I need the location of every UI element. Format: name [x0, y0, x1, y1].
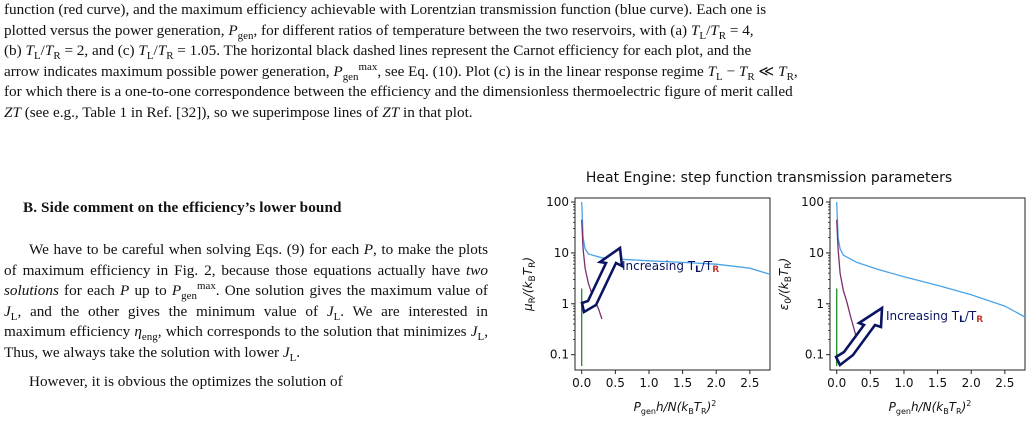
right-x-ticks: 0.0 0.5 1.0 1.5 2.0 2.5: [827, 370, 1014, 390]
right-x-tick-label: 2.0: [962, 376, 981, 390]
left-x-tick-label: 0.5: [606, 376, 625, 390]
left-x-tick-label: 2.5: [740, 376, 759, 390]
left-x-tick-label: 1.0: [639, 376, 658, 390]
figure-title: Heat Engine: step function transmission …: [586, 170, 952, 186]
right-series-line-0: [836, 201, 1026, 318]
figure-heat-engine: Heat Engine: step function transmission …: [510, 160, 1029, 445]
right-x-tick-label: 0.0: [827, 376, 846, 390]
caption-line-2: plotted versus the power generation, Pge…: [4, 21, 754, 42]
left-x-axis-label: Pgenh/N(kBTR)2: [634, 399, 717, 416]
left-y-ticks: 0.1 1 10 100: [546, 195, 575, 362]
section-heading: B. Side comment on the efficiency’s lowe…: [23, 199, 342, 216]
right-increasing-arrow: [834, 305, 884, 367]
right-y-tick-label: 10: [809, 246, 824, 260]
right-panel: 0.1 1 10 100 0.0 0.5 1.0 1.5 2.0 2.5 ε0/(kBTR) P…: [777, 195, 1026, 416]
left-x-tick-label: 2.0: [707, 376, 726, 390]
caption-line-3: (b) TL/TR = 2, and (c) TL/TR = 1.05. The…: [4, 42, 752, 63]
right-x-tick-label: 2.5: [995, 376, 1014, 390]
left-y-tick-label: 10: [554, 246, 569, 260]
caption-line-5: for which there is a one-to-one correspo…: [4, 83, 793, 101]
left-y-tick-label: 1: [561, 297, 569, 311]
left-x-tick-label: 1.5: [673, 376, 692, 390]
right-y-tick-label: 0.1: [805, 348, 824, 362]
right-arrow-annotation: Increasing TL/TR: [886, 309, 983, 325]
right-y-axis-label: ε0/(kBTR): [777, 258, 794, 310]
body-paragraph-2: However, it is obvious the optimizes the…: [29, 372, 343, 390]
left-y-tick-label: 0.1: [550, 348, 569, 362]
right-x-tick-label: 0.5: [861, 376, 880, 390]
body-paragraph-1: We have to be careful when solving Eqs. …: [4, 241, 488, 364]
caption-line-1: function (red curve), and the maximum ef…: [4, 1, 767, 18]
left-series: [581, 201, 771, 366]
right-x-tick-label: 1.0: [894, 376, 913, 390]
left-panel: 0.1 1 10 100 0.0 0.5 1.0 1.5 2.0 2.5 μR/(kBTR) P…: [521, 195, 771, 416]
right-y-tick-label: 100: [801, 195, 824, 209]
left-x-tick-label: 0.0: [572, 376, 591, 390]
figure-caption: function (red curve), and the maximum ef…: [4, 0, 1024, 124]
right-x-tick-label: 1.5: [928, 376, 947, 390]
left-increasing-arrow: [580, 245, 624, 315]
right-plot-frame: [829, 197, 1026, 371]
right-series: [836, 201, 1026, 366]
left-y-axis-label: μR/(kBTR): [521, 257, 538, 312]
left-y-tick-label: 100: [546, 195, 569, 209]
caption-line-6: ZT (see e.g., Table 1 in Ref. [32]), so …: [4, 103, 473, 121]
right-y-tick-label: 1: [816, 297, 824, 311]
body-text: We have to be careful when solving Eqs. …: [4, 240, 488, 392]
right-x-axis-label: Pgenh/N(kBTR)2: [889, 399, 972, 416]
figure-svg: Heat Engine: step function transmission …: [521, 170, 1026, 416]
left-arrow-annotation: Increasing TL/TR: [622, 259, 719, 275]
right-series-line-1: [836, 219, 858, 340]
right-y-ticks: 0.1 1 10 100: [801, 195, 830, 362]
left-plot-frame: [574, 197, 771, 371]
caption-line-4: arrow indicates maximum possible power g…: [4, 60, 798, 83]
left-series-line-1: [581, 219, 603, 320]
left-x-ticks: 0.0 0.5 1.0 1.5 2.0 2.5: [572, 370, 759, 390]
